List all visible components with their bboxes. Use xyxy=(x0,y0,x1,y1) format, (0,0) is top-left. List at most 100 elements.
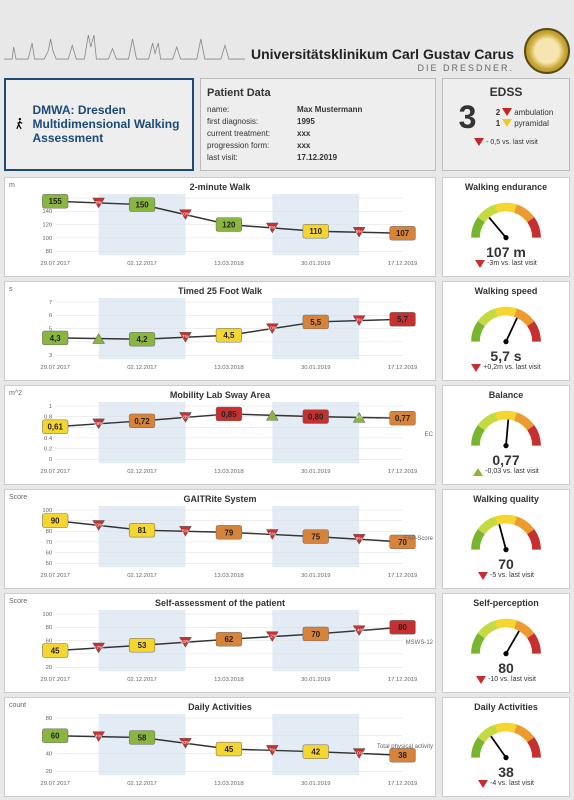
svg-text:17%: 17% xyxy=(94,644,104,650)
svg-text:100: 100 xyxy=(42,507,53,513)
chart-title: Timed 25 Foot Walk xyxy=(9,286,431,296)
patient-heading: Patient Data xyxy=(207,85,429,102)
svg-text:4,5: 4,5 xyxy=(223,331,235,340)
chart: Self-assessment of the patientScoreMSWS-… xyxy=(4,593,436,693)
svg-text:6%: 6% xyxy=(356,536,364,542)
patient-data: Patient Data name:Max Mustermannfirst di… xyxy=(200,78,436,171)
svg-text:29.07.2017: 29.07.2017 xyxy=(40,469,70,475)
svg-text:79: 79 xyxy=(224,528,233,537)
svg-text:75: 75 xyxy=(311,532,320,541)
svg-text:5%: 5% xyxy=(269,531,277,537)
svg-text:0,61: 0,61 xyxy=(48,422,64,431)
svg-text:30.01.2019: 30.01.2019 xyxy=(301,781,331,787)
svg-text:16%: 16% xyxy=(181,639,191,645)
gauge-delta: +0,2m vs. last visit xyxy=(483,364,540,371)
svg-text:7%: 7% xyxy=(269,747,277,753)
svg-text:107: 107 xyxy=(396,229,410,238)
svg-text:5,5: 5,5 xyxy=(310,317,322,326)
svg-text:13.03.2018: 13.03.2018 xyxy=(214,781,244,787)
patient-val: 1995 xyxy=(297,116,315,128)
svg-text:30.01.2019: 30.01.2019 xyxy=(301,365,331,371)
svg-text:30.01.2019: 30.01.2019 xyxy=(301,573,331,579)
svg-text:58: 58 xyxy=(138,733,147,742)
chart-title: Self-assessment of the patient xyxy=(9,598,431,608)
svg-text:100: 100 xyxy=(42,611,53,617)
svg-text:53: 53 xyxy=(138,641,147,650)
gauge: Walking quality70-5 vs. last visit xyxy=(442,489,570,589)
svg-text:30.01.2019: 30.01.2019 xyxy=(301,261,331,267)
gauge-title: Walking speed xyxy=(447,286,565,296)
svg-text:5%: 5% xyxy=(356,229,364,235)
svg-text:42: 42 xyxy=(311,747,320,756)
svg-text:80: 80 xyxy=(46,625,53,631)
svg-text:3%: 3% xyxy=(356,317,364,323)
svg-text:10%: 10% xyxy=(354,750,364,756)
patient-val: xxx xyxy=(297,128,310,140)
svg-text:0.2: 0.2 xyxy=(44,446,52,452)
svg-text:0,85: 0,85 xyxy=(221,409,237,418)
chart: GAITRite SystemScoreFAP-Score50607080901… xyxy=(4,489,436,589)
gauge: Balance0,77-0,03 vs. last visit xyxy=(442,385,570,485)
svg-text:7%: 7% xyxy=(182,334,190,340)
uni-block: Universitätsklinikum Carl Gustav CarusDI… xyxy=(251,46,518,74)
svg-text:20%: 20% xyxy=(181,740,191,746)
svg-text:13.03.2018: 13.03.2018 xyxy=(214,261,244,267)
svg-text:38: 38 xyxy=(398,751,407,760)
gauge-val: 5,7 s xyxy=(447,348,565,364)
gauge-title: Walking quality xyxy=(447,494,565,504)
svg-text:3: 3 xyxy=(49,353,53,359)
edss-delta: - 0,5 vs. last visit xyxy=(486,139,538,146)
svg-text:81: 81 xyxy=(138,526,147,535)
svg-text:10%: 10% xyxy=(94,522,104,528)
gauge: Walking speed 5,7 s+0,2m vs. last visit xyxy=(442,281,570,381)
gauge-val: 107 m xyxy=(447,244,565,260)
svg-text:4%: 4% xyxy=(356,414,364,420)
svg-text:20: 20 xyxy=(46,665,53,671)
svg-text:7: 7 xyxy=(49,299,52,305)
gauge-delta: -10 vs. last visit xyxy=(488,676,536,683)
chart: Mobility Lab Sway Aream^2EC00.20.40.60.8… xyxy=(4,385,436,485)
svg-text:5%: 5% xyxy=(182,528,190,534)
svg-text:80: 80 xyxy=(46,715,53,721)
svg-text:02.12.2017: 02.12.2017 xyxy=(127,677,157,683)
svg-text:29.07.2017: 29.07.2017 xyxy=(40,781,70,787)
gauge: Self-perception80-10 vs. last visit xyxy=(442,593,570,693)
uni-sub: DIE DRESDNER. xyxy=(417,63,514,73)
chart-title: Daily Activities xyxy=(9,702,431,712)
chart-title: 2-minute Walk xyxy=(9,182,431,192)
gauge: Daily Activities38-4 vs. last visit xyxy=(442,697,570,797)
title-text: DMWA: Dresden Multidimensional Walking A… xyxy=(33,103,186,146)
svg-text:17.12.2019: 17.12.2019 xyxy=(388,677,418,683)
svg-text:4,2: 4,2 xyxy=(137,335,149,344)
header: Universitätsklinikum Carl Gustav CarusDI… xyxy=(4,4,570,74)
svg-text:20: 20 xyxy=(46,769,53,775)
svg-text:60: 60 xyxy=(51,731,60,740)
svg-text:0,77: 0,77 xyxy=(395,414,411,423)
svg-text:14%: 14% xyxy=(354,627,364,633)
svg-text:80: 80 xyxy=(46,529,53,535)
svg-text:45: 45 xyxy=(224,744,233,753)
svg-text:50: 50 xyxy=(46,561,53,567)
patient-val: Max Mustermann xyxy=(297,104,362,116)
svg-text:17.12.2019: 17.12.2019 xyxy=(388,781,418,787)
svg-text:80: 80 xyxy=(46,249,53,255)
svg-text:155: 155 xyxy=(49,197,63,206)
svg-text:0.4: 0.4 xyxy=(44,435,53,441)
patient-key: progression form: xyxy=(207,140,297,152)
svg-text:150: 150 xyxy=(135,200,149,209)
svg-text:120: 120 xyxy=(42,222,53,228)
svg-text:3%: 3% xyxy=(95,199,103,205)
svg-text:29.07.2017: 29.07.2017 xyxy=(40,365,70,371)
svg-text:120: 120 xyxy=(222,220,236,229)
gauge-title: Daily Activities xyxy=(447,702,565,712)
gauge: Walking endurance107 m-3m vs. last visit xyxy=(442,177,570,277)
svg-text:4%: 4% xyxy=(95,733,103,739)
svg-text:1: 1 xyxy=(49,403,52,409)
gauge-title: Self-perception xyxy=(447,598,565,608)
patient-val: xxx xyxy=(297,140,310,152)
svg-text:60: 60 xyxy=(46,550,53,556)
title-box: DMWA: Dresden Multidimensional Walking A… xyxy=(4,78,194,171)
gauge-delta: -0,03 vs. last visit xyxy=(485,468,539,475)
svg-text:100: 100 xyxy=(42,235,53,241)
svg-text:5,7: 5,7 xyxy=(397,315,409,324)
